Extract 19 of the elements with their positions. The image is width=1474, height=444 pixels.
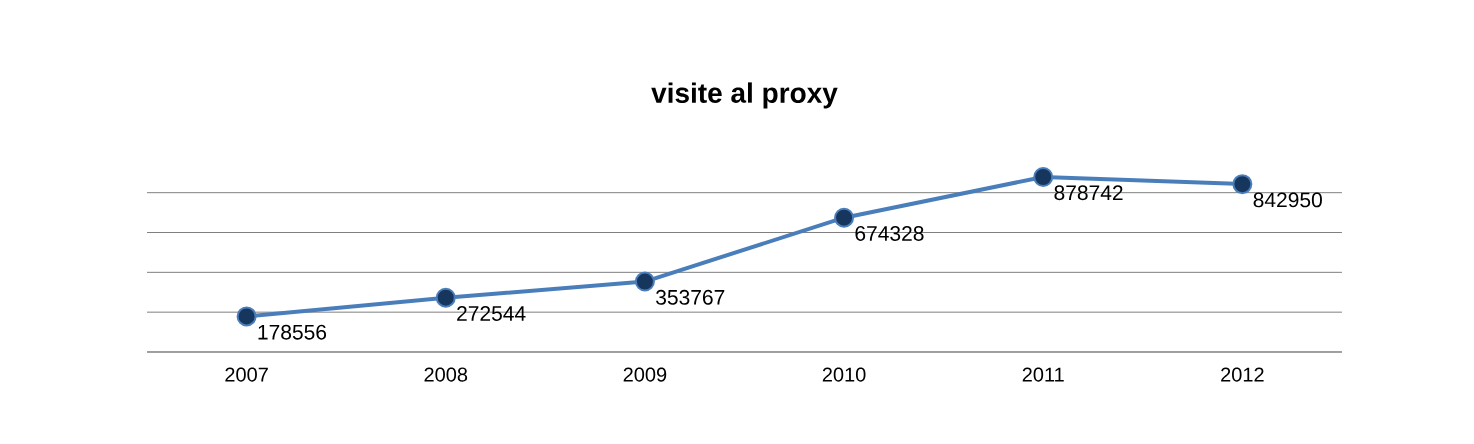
- x-tick-label: 2011: [1022, 367, 1064, 382]
- data-label: 842950: [1253, 192, 1322, 208]
- x-tick-label: 2008: [424, 367, 468, 382]
- point: [236, 306, 257, 327]
- x-tick-label: 2012: [1221, 367, 1264, 382]
- point: [634, 271, 655, 292]
- point: [834, 207, 855, 228]
- data-label: 178556: [258, 324, 327, 340]
- data-label: 272544: [457, 306, 526, 321]
- x-tick-label: 2010: [822, 367, 866, 382]
- x-tick-label: 2009: [623, 367, 667, 382]
- point: [1232, 174, 1253, 195]
- point: [1033, 167, 1054, 187]
- x-tick-label: 2007: [225, 367, 268, 382]
- data-label: 353767: [656, 289, 725, 305]
- chart-title: visite al proxy: [651, 82, 838, 109]
- data-label: 878742: [1054, 185, 1123, 201]
- point: [435, 287, 456, 308]
- data-label: 674328: [855, 226, 924, 241]
